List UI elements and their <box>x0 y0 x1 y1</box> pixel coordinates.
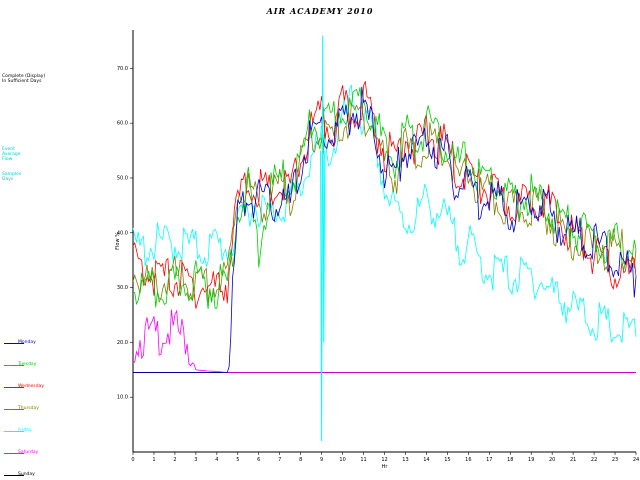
x-tick-label: 14 <box>423 457 429 463</box>
legend-swatch <box>4 409 24 410</box>
series-line-wednesday <box>132 81 637 309</box>
legend-label: Thursday <box>18 406 39 411</box>
x-tick-label: 15 <box>444 457 450 463</box>
legend-swatch <box>4 387 24 388</box>
x-tick-label: 4 <box>215 457 218 463</box>
legend-label: Sunday <box>18 472 35 477</box>
x-tick-label: 10 <box>339 457 345 463</box>
series-line-thursday <box>132 102 637 304</box>
y-tick-label: 20.0 <box>117 340 128 346</box>
series-line-saturday <box>132 309 636 373</box>
x-tick-label: 20 <box>549 457 555 463</box>
legend-swatch <box>4 343 24 344</box>
x-tick-label: 21 <box>570 457 576 463</box>
x-axis-label: Hr <box>382 464 389 470</box>
x-tick-label: 5 <box>236 457 239 463</box>
legend-label: Saturday <box>18 450 39 455</box>
y-tick-label: 10.0 <box>117 395 128 401</box>
legend-label: Friday <box>18 428 32 433</box>
legend-label: Monday <box>18 340 36 345</box>
legend-swatch <box>4 453 24 454</box>
y-axis-label: Flow % <box>115 232 121 250</box>
series-line-monday <box>133 86 637 373</box>
side-note-complete: Complete (Display) In Sufficient Days <box>2 74 46 84</box>
x-tick-label: 19 <box>528 457 534 463</box>
x-tick-label: 7 <box>278 457 281 463</box>
series-line-tuesday <box>132 87 637 309</box>
x-tick-label: 24 <box>633 457 639 463</box>
x-tick-label: 18 <box>507 457 513 463</box>
y-tick-label: 40.0 <box>117 230 128 236</box>
y-tick-label: 30.0 <box>117 285 128 291</box>
legend-swatch <box>4 365 24 366</box>
series-line-friday <box>132 84 637 343</box>
legend-label: Wednesday <box>18 384 45 389</box>
x-tick-label: 22 <box>591 457 597 463</box>
side-note-event: Event Average Flow <box>2 147 21 162</box>
legend-swatch <box>4 475 24 476</box>
x-tick-label: 0 <box>131 457 134 463</box>
legend-swatch <box>4 431 24 432</box>
x-tick-label: 1 <box>152 457 155 463</box>
y-tick-label: 60.0 <box>117 121 128 127</box>
y-tick-label: 50.0 <box>117 175 128 181</box>
x-tick-label: 23 <box>612 457 618 463</box>
x-tick-label: 16 <box>465 457 471 463</box>
x-tick-label: 17 <box>486 457 492 463</box>
x-tick-label: 13 <box>402 457 408 463</box>
x-tick-label: 3 <box>194 457 197 463</box>
x-tick-label: 12 <box>381 457 387 463</box>
legend-label: Tuesday <box>18 362 37 367</box>
x-tick-label: 9 <box>320 457 323 463</box>
side-note-samples: Samples Days <box>2 172 22 182</box>
y-tick-label: 70.0 <box>117 66 128 72</box>
x-tick-label: 2 <box>173 457 176 463</box>
x-tick-label: 6 <box>257 457 260 463</box>
series-spike-friday <box>320 35 326 442</box>
x-tick-label: 11 <box>360 457 366 463</box>
x-tick-label: 8 <box>299 457 302 463</box>
chart-title: AIR ACADEMY 2010 <box>266 6 374 16</box>
